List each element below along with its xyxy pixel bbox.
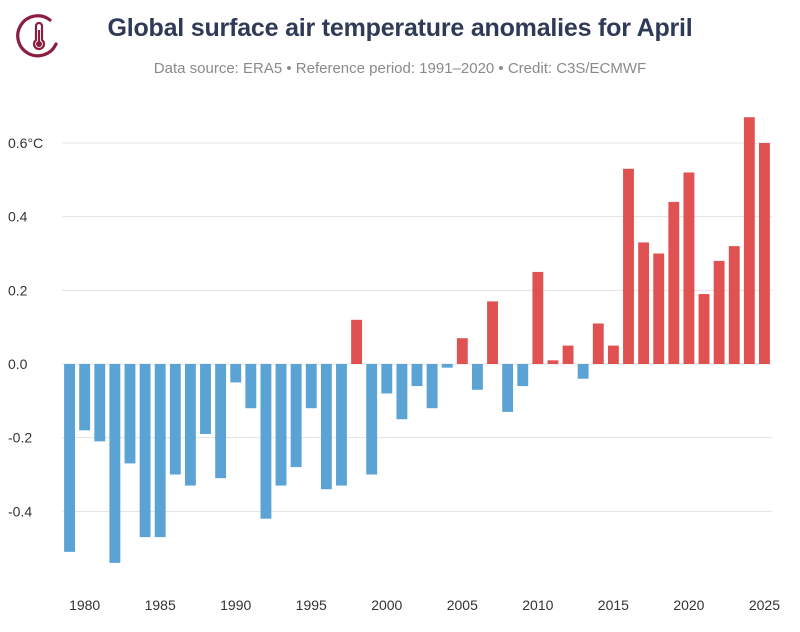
bar-1989 <box>215 364 227 479</box>
bar-2004 <box>441 364 453 368</box>
bar-1997 <box>336 364 347 486</box>
bar-1996 <box>320 364 332 490</box>
bar-2021 <box>698 294 710 364</box>
bar-2015 <box>607 345 619 364</box>
bar-2018 <box>653 253 665 364</box>
bar-2014 <box>592 323 604 364</box>
bar-2020 <box>683 172 695 364</box>
bar-1995 <box>305 364 317 409</box>
bar-1983 <box>124 364 136 464</box>
bar-2007 <box>487 301 498 364</box>
bar-2003 <box>426 364 438 409</box>
bar-1986 <box>169 364 181 475</box>
bar-1982 <box>109 364 121 563</box>
bar-1979 <box>64 364 75 552</box>
bar-2012 <box>562 345 574 364</box>
x-tick-label: 2020 <box>673 597 704 613</box>
bar-2008 <box>502 364 514 412</box>
bar-2023 <box>728 246 740 364</box>
bar-1991 <box>245 364 257 409</box>
x-tick-label: 2015 <box>598 597 629 613</box>
x-tick-label: 2010 <box>522 597 553 613</box>
bar-1999 <box>366 364 378 475</box>
bar-2013 <box>577 364 589 379</box>
bar-1990 <box>230 364 242 383</box>
x-tick-label: 2000 <box>371 597 402 613</box>
x-tick-label: 1980 <box>69 597 100 613</box>
x-axis: 1980 1985 1990 1995 2000 2005 2010 2015 2020 2025 <box>69 597 780 613</box>
bar-1994 <box>290 364 302 468</box>
gridlines <box>62 142 772 512</box>
chart-subtitle: Data source: ERA5 • Reference period: 19… <box>153 60 647 77</box>
bar-2001 <box>396 364 408 420</box>
bar-1993 <box>275 364 287 486</box>
bars <box>64 117 770 563</box>
x-tick-label: 1990 <box>220 597 251 613</box>
y-tick-label: -0.4 <box>8 503 32 519</box>
bar-2019 <box>668 201 680 364</box>
x-tick-label: 2025 <box>749 597 780 613</box>
bar-2000 <box>381 364 393 394</box>
y-tick-label: 0.0 <box>8 356 28 372</box>
bar-2005 <box>456 338 468 364</box>
bar-2011 <box>547 360 559 364</box>
bar-2009 <box>517 364 529 387</box>
bar-2025 <box>759 143 770 364</box>
bar-1998 <box>351 319 363 364</box>
y-tick-label: 0.2 <box>8 282 28 298</box>
bar-2022 <box>713 260 725 364</box>
bar-1988 <box>200 364 211 434</box>
bar-2024 <box>743 117 755 364</box>
bar-2017 <box>638 242 650 364</box>
bar-2006 <box>471 364 483 390</box>
bar-2010 <box>532 271 544 364</box>
y-tick-label: 0.4 <box>8 209 28 225</box>
y-tick-label: -0.2 <box>8 430 32 446</box>
bar-2002 <box>411 364 423 387</box>
bar-1984 <box>139 364 151 538</box>
x-tick-label: 2005 <box>447 597 478 613</box>
chart-title: Global surface air temperature anomalies… <box>107 14 693 42</box>
y-axis: 0.6°C 0.4 0.2 0.0 -0.2 -0.4 <box>8 135 43 519</box>
x-tick-label: 1995 <box>296 597 327 613</box>
x-tick-label: 1985 <box>145 597 176 613</box>
bar-1987 <box>184 364 196 486</box>
bar-2016 <box>623 168 634 364</box>
bar-1992 <box>260 364 272 519</box>
thermometer-icon <box>16 14 58 58</box>
bar-1980 <box>79 364 91 431</box>
bar-1985 <box>154 364 166 538</box>
bar-1981 <box>94 364 106 442</box>
y-tick-label: 0.6°C <box>8 135 43 151</box>
